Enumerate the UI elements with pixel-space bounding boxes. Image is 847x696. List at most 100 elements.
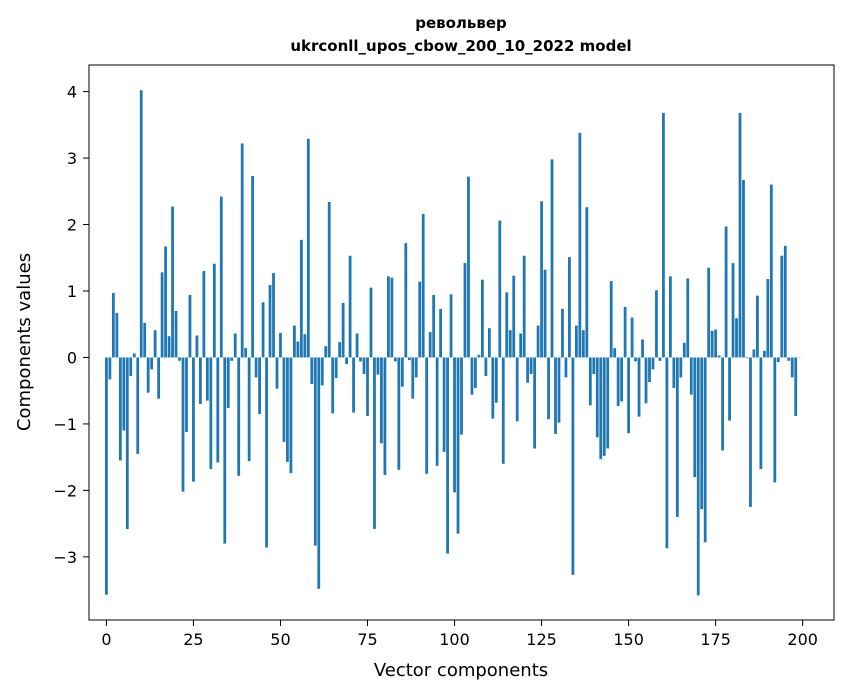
bar: [373, 357, 376, 529]
bar: [205, 357, 209, 401]
bar: [630, 317, 634, 358]
bar: [397, 357, 401, 470]
bar: [282, 357, 286, 442]
bar: [682, 342, 686, 358]
bar: [595, 357, 599, 438]
bar: [742, 179, 745, 358]
bar: [293, 325, 296, 358]
bar: [592, 357, 596, 375]
bar: [425, 357, 429, 474]
bar: [380, 357, 383, 444]
bar: [341, 302, 345, 358]
bar: [199, 357, 202, 404]
bar: [501, 357, 505, 464]
bar: [749, 357, 752, 508]
bar: [442, 357, 446, 452]
bar: [564, 357, 568, 378]
bar: [675, 357, 679, 517]
bar: [515, 357, 519, 422]
bar: [226, 357, 230, 408]
bar: [185, 357, 188, 432]
bar: [376, 357, 380, 375]
bar: [449, 294, 453, 358]
bar: [160, 272, 164, 358]
bar: [244, 348, 248, 358]
bar: [693, 357, 697, 478]
bar: [164, 246, 167, 358]
bar: [613, 348, 617, 358]
bar: [662, 112, 665, 358]
x-tick-label: 200: [787, 630, 818, 649]
bar: [794, 357, 798, 416]
x-tick-label: 100: [439, 630, 470, 649]
bar: [533, 357, 536, 449]
bar: [522, 255, 526, 358]
bar: [387, 276, 390, 358]
x-tick-label: 75: [357, 630, 377, 649]
x-axis-label: Vector components: [374, 660, 548, 681]
bar: [393, 357, 397, 362]
bar: [609, 281, 613, 358]
bar: [202, 271, 206, 358]
bar: [529, 357, 533, 375]
bar: [769, 184, 773, 358]
bar: [219, 196, 223, 358]
bar: [237, 357, 241, 476]
bar: [655, 290, 658, 358]
x-tick-label: 25: [183, 630, 203, 649]
bar: [286, 357, 289, 462]
bar: [599, 357, 603, 460]
bar: [150, 357, 154, 370]
plot-frame: [88, 64, 835, 621]
bar: [261, 302, 265, 358]
bar: [536, 325, 540, 358]
bar: [383, 357, 387, 476]
bar: [390, 277, 394, 358]
x-axis-ticks: 0 25 50 75 100 125 150 175 200: [101, 620, 818, 649]
bar: [790, 357, 794, 378]
bar: [279, 332, 282, 358]
bar: [223, 357, 227, 544]
bar: [707, 267, 711, 358]
bar: [519, 333, 523, 358]
bar: [787, 357, 791, 361]
bar: [686, 278, 690, 358]
bar: [345, 357, 349, 365]
bar: [634, 357, 637, 362]
bar: [606, 357, 610, 449]
bar: [700, 357, 704, 509]
bar: [366, 357, 369, 416]
bar: [581, 330, 585, 358]
bar: [310, 357, 314, 385]
y-tick-label: 4: [67, 83, 77, 102]
bar: [689, 357, 693, 395]
y-tick-label: 3: [67, 149, 77, 168]
bar: [498, 220, 502, 358]
bars-group: [105, 90, 801, 596]
bar: [696, 357, 700, 596]
bar: [550, 159, 554, 358]
bar: [296, 341, 300, 358]
bar: [195, 335, 199, 358]
bar: [783, 245, 787, 358]
bar: [724, 226, 728, 358]
bar: [641, 339, 644, 358]
bar: [143, 322, 147, 358]
bar: [306, 138, 310, 358]
bar: [668, 276, 672, 358]
bar: [463, 263, 467, 358]
bar: [578, 132, 582, 358]
bar: [122, 357, 126, 431]
bar: [453, 357, 456, 493]
bar: [118, 357, 122, 461]
bar: [320, 357, 324, 386]
bar: [258, 357, 261, 414]
bar: [446, 357, 449, 554]
bar: [359, 357, 362, 362]
bar: [484, 357, 488, 377]
bar: [540, 201, 543, 358]
bar: [776, 357, 780, 363]
chart-title-line1: револьвер: [415, 14, 507, 32]
bar: [212, 263, 216, 358]
bar: [303, 334, 307, 358]
